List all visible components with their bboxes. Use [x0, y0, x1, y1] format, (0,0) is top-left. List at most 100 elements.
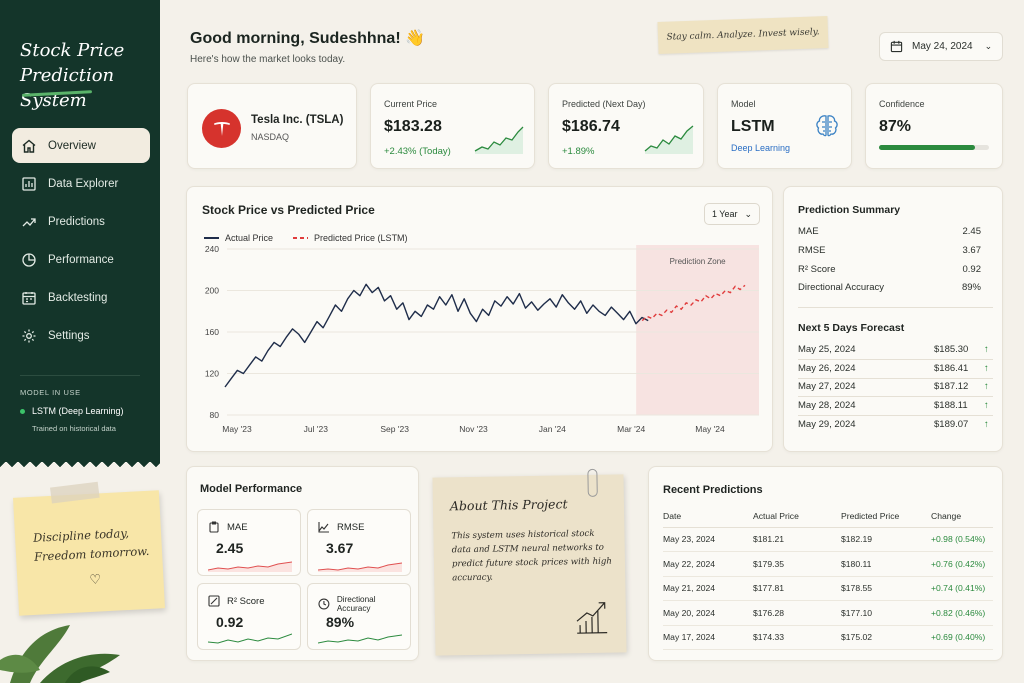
- table-row: May 21, 2024 $177.81 $178.55 +0.74 (0.41%): [663, 576, 993, 601]
- metric-card-label-text: R² Score: [227, 595, 265, 607]
- motivation-tape-note: Stay calm. Analyze. Invest wisely.: [657, 16, 829, 54]
- metric-name: RMSE: [798, 245, 826, 256]
- summary-metric-row: RMSE 3.67: [798, 245, 981, 256]
- bar-chart-icon: [20, 175, 38, 193]
- brand-line-2: Prediction System: [20, 65, 115, 111]
- current-price-value: $183.28: [384, 118, 442, 135]
- sidebar-item-performance[interactable]: Performance: [12, 242, 150, 277]
- price-chart-card: Stock Price vs Predicted Price 1 Year ⌄ …: [186, 186, 773, 452]
- metric-card-value: 3.67: [326, 540, 354, 556]
- metric-value: 2.45: [962, 226, 982, 237]
- forecast-price: $189.07: [934, 419, 969, 430]
- brand-line-1: Stock Price: [20, 40, 125, 61]
- sidebar-item-data-explorer[interactable]: Data Explorer: [12, 166, 150, 201]
- prediction-summary-card: Prediction Summary MAE 2.45 RMSE 3.67 R² S…: [783, 186, 1003, 452]
- x-tick-label: Nov '23: [459, 424, 488, 434]
- predicted-price-line: [641, 284, 746, 322]
- target-icon: [318, 598, 330, 610]
- metric-card-r2: R² Score 0.92: [197, 583, 301, 650]
- confidence-card: Confidence 87%: [865, 83, 1003, 169]
- metric-name: Directional Accuracy: [798, 282, 885, 293]
- paperclip-icon: [587, 468, 598, 497]
- model-in-use-panel: MODEL IN USE LSTM (Deep Learning) Traine…: [20, 375, 140, 433]
- prediction-zone-label: Prediction Zone: [670, 257, 727, 266]
- prediction-zone: [636, 245, 759, 415]
- metric-name: MAE: [798, 226, 819, 237]
- forecast-date: May 25, 2024: [798, 344, 856, 355]
- sidebar-item-overview[interactable]: Overview: [12, 128, 150, 163]
- sidebar-item-settings[interactable]: Settings: [12, 318, 150, 353]
- cell-change: +0.76 (0.42%): [931, 551, 993, 577]
- range-dropdown[interactable]: 1 Year ⌄: [704, 203, 760, 225]
- calendar-grid-icon: [20, 289, 38, 307]
- model-value: LSTM: [731, 118, 775, 135]
- sidebar-nav: Overview Data Explorer Predictions Perfo…: [12, 128, 150, 356]
- model-performance-title: Model Performance: [200, 483, 303, 495]
- about-text: This system uses historical stock data a…: [451, 528, 612, 584]
- sidebar-item-label: Predictions: [48, 215, 105, 228]
- model-performance-card: Model Performance MAE 2.45 RMSE 3.67 R² …: [186, 466, 419, 661]
- forecast-row: May 26, 2024 $186.41 ↑: [798, 363, 993, 374]
- sidebar-item-label: Settings: [48, 329, 90, 342]
- x-tick-label: May '24: [695, 424, 725, 434]
- y-tick-label: 160: [205, 327, 219, 337]
- range-dropdown-value: 1 Year: [711, 209, 738, 219]
- y-tick-label: 120: [205, 369, 219, 379]
- metric-card-label-text: Directional Accuracy: [336, 595, 376, 613]
- home-icon: [20, 137, 38, 155]
- forecast-price: $185.30: [934, 344, 969, 355]
- model-subtitle: Deep Learning: [731, 143, 791, 153]
- forecast-date: May 29, 2024: [798, 419, 856, 430]
- date-picker[interactable]: May 24, 2024 ⌄: [879, 32, 1003, 61]
- metric-card-label: Directional Accuracy: [318, 595, 410, 613]
- date-picker-value: May 24, 2024: [912, 41, 973, 52]
- sidebar-item-label: Overview: [48, 139, 96, 152]
- cell-predicted: $178.55: [841, 576, 931, 601]
- metric-card-label-text: MAE: [227, 521, 248, 533]
- confidence-bar-fill: [879, 145, 975, 150]
- forecast-row: May 28, 2024 $188.11 ↑: [798, 400, 993, 411]
- greeting-subtitle: Here's how the market looks today.: [190, 54, 346, 65]
- trend-line-icon: [20, 213, 38, 231]
- sidebar: Stock Price Prediction System Overview D…: [0, 0, 160, 470]
- about-title: About This Project: [449, 496, 568, 514]
- column-header: Actual Price: [753, 505, 841, 528]
- predicted-price-sparkline: [644, 125, 694, 154]
- cell-date: May 17, 2024: [663, 625, 753, 650]
- divider: [798, 307, 993, 308]
- arrow-up-icon: ↑: [984, 419, 989, 430]
- forecast-price: $187.12: [934, 381, 969, 392]
- recent-predictions-table: Date Actual Price Predicted Price Change…: [663, 505, 993, 650]
- arrow-up-icon: ↑: [984, 400, 989, 411]
- metric-card-label: MAE: [208, 521, 248, 533]
- confidence-label: Confidence: [879, 99, 925, 109]
- forecast-price: $188.11: [934, 400, 968, 411]
- forecast-row: May 29, 2024 $189.07 ↑: [798, 419, 993, 430]
- divider: [798, 396, 993, 397]
- model-name-text: LSTM (Deep Learning): [32, 406, 124, 416]
- divider: [798, 359, 993, 360]
- forecast-row: May 27, 2024 $187.12 ↑: [798, 381, 993, 392]
- chart-box-icon: [208, 595, 220, 607]
- divider: [798, 415, 993, 416]
- column-header: Predicted Price: [841, 505, 931, 528]
- x-tick-label: Sep '23: [380, 424, 409, 434]
- legend-swatch-predicted: [293, 237, 309, 239]
- sidebar-item-backtesting[interactable]: Backtesting: [12, 280, 150, 315]
- metric-card-rmse: RMSE 3.67: [307, 509, 411, 576]
- confidence-value: 87%: [879, 118, 912, 135]
- metric-card-label-text: RMSE: [337, 521, 365, 533]
- forecast-price: $186.41: [934, 363, 969, 374]
- cell-change: +0.74 (0.41%): [931, 576, 993, 601]
- metric-sparkline: [318, 562, 402, 572]
- growth-chart-icon: [576, 602, 608, 634]
- sidebar-item-predictions[interactable]: Predictions: [12, 204, 150, 239]
- sidebar-item-label: Backtesting: [48, 291, 108, 304]
- metric-value: 0.92: [962, 264, 982, 275]
- cell-actual: $177.81: [753, 576, 841, 601]
- actual-price-line: [224, 283, 649, 388]
- model-in-use-title: MODEL IN USE: [20, 388, 81, 397]
- cell-actual: $174.33: [753, 625, 841, 650]
- forecast-date: May 28, 2024: [798, 400, 856, 411]
- greeting-heading: Good morning, Sudeshhna! 👋: [190, 30, 426, 47]
